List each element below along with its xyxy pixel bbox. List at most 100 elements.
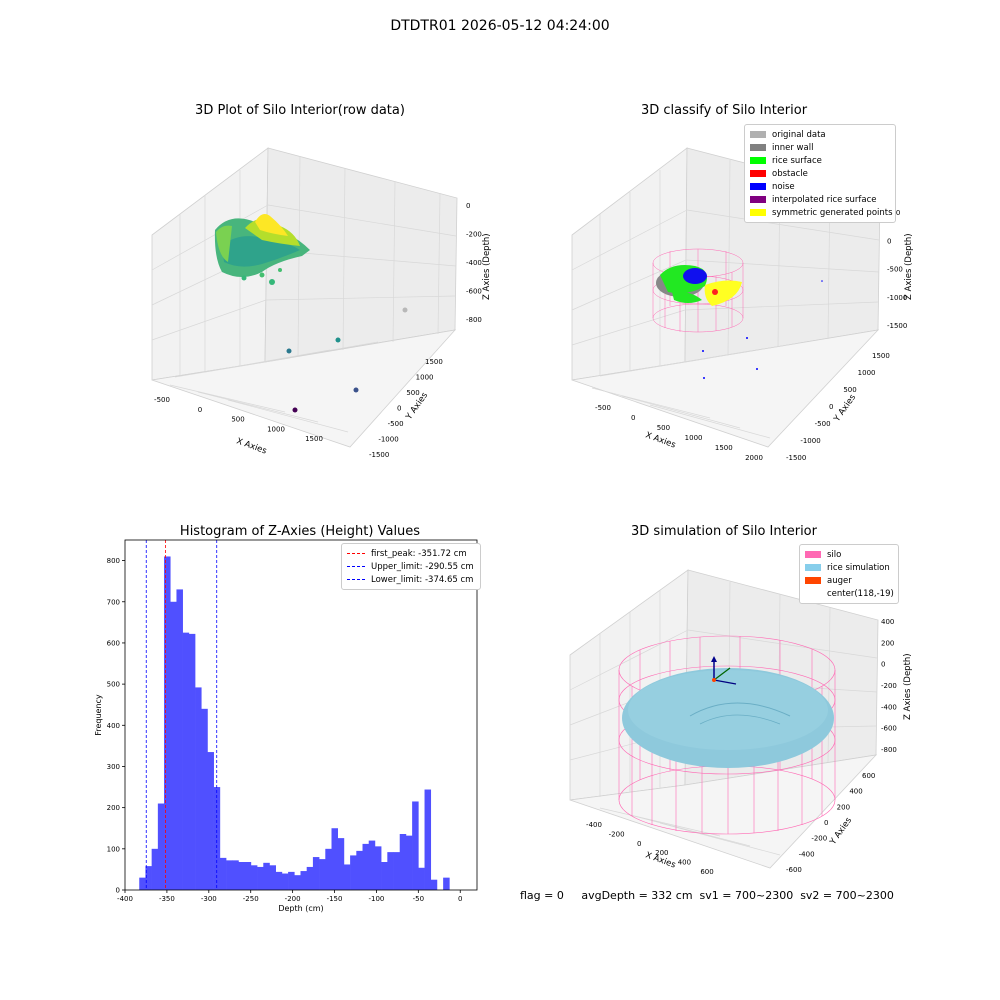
histogram-x-tick: -400 (117, 895, 133, 903)
classify-x-tick: 1500 (715, 444, 733, 452)
histogram-y-tick: 700 (107, 598, 120, 606)
classify-y-tick: -1500 (786, 454, 806, 462)
histogram-bar (443, 877, 450, 890)
histogram-bar (238, 862, 245, 890)
legend-entry: center(118,-19) (805, 587, 894, 600)
histogram-bar (337, 838, 345, 890)
raw-point-cloud (214, 214, 408, 413)
histogram-bar (387, 852, 394, 890)
raw-x-tick: 1000 (267, 425, 285, 433)
histogram-bar (294, 875, 301, 890)
legend-label: first_peak: -351.72 cm (371, 548, 467, 559)
raw-z-tick: -600 (466, 288, 482, 296)
histogram-x-label: Depth (cm) (278, 904, 323, 913)
legend-label: Upper_limit: -290.55 cm (371, 561, 474, 572)
histogram-y-tick: 100 (107, 845, 120, 853)
simulation-z-tick: 0 (881, 661, 885, 669)
histogram-bar (232, 860, 239, 890)
histogram-bar (306, 866, 314, 890)
histogram-bar (362, 843, 370, 890)
legend-entry: first_peak: -351.72 cm (347, 547, 475, 560)
histogram-bar (312, 857, 320, 890)
histogram-frame (124, 539, 478, 891)
histogram-legend: first_peak: -351.72 cm Upper_limit: -290.… (341, 543, 481, 590)
classify-x-tick: 500 (657, 424, 670, 432)
simulation-z-tick: -600 (881, 725, 897, 733)
histogram-y-tick: 400 (107, 722, 120, 730)
histogram-bar (188, 633, 196, 890)
legend-label: center(118,-19) (827, 588, 894, 599)
classify-y-tick: -1000 (800, 437, 820, 445)
legend-swatch (805, 590, 821, 597)
raw-x-tick: -500 (154, 396, 170, 404)
histogram-bar (368, 840, 376, 890)
simulation-z-axis-label: Z Axies (Depth) (903, 653, 913, 720)
histogram-bar (244, 862, 252, 890)
classify-legend: original data inner wall rice surface obsta… (744, 124, 896, 223)
histogram-bar (325, 848, 332, 890)
simulation-z-tick: 200 (881, 639, 894, 647)
classify-z-tick: -1000 (887, 294, 907, 302)
histogram-bar (424, 789, 432, 890)
raw-z-tick: -200 (466, 231, 482, 239)
legend-swatch (750, 209, 766, 216)
simulation-z-tick: -800 (881, 746, 897, 754)
legend-swatch (805, 551, 821, 558)
classify-y-axis-label: Y Axies (832, 392, 859, 424)
classify-point-cloud (652, 248, 823, 379)
histogram-bar (331, 828, 339, 890)
histogram-x-tick: -150 (327, 895, 343, 903)
legend-label: silo (827, 549, 842, 560)
auger-marker (711, 656, 737, 685)
histogram-bar (430, 879, 438, 890)
histogram-bar (393, 852, 401, 890)
histogram-bar (269, 865, 276, 890)
histogram-x-tick: 0 (458, 895, 462, 903)
raw-x-axis-label: X Axies (235, 436, 268, 456)
classify-plot-title: 3D classify of Silo Interior (640, 103, 808, 118)
histogram-bar (164, 556, 171, 890)
simulation-x-tick: -200 (609, 830, 625, 838)
raw-z-axis-label: Z Axies (Depth) (482, 233, 492, 300)
simulation-y-tick: -200 (811, 835, 827, 843)
classify-y-tick: 1500 (872, 352, 890, 360)
raw-y-tick: 500 (406, 389, 419, 397)
legend-label: rice surface (772, 155, 822, 166)
raw-3d-plot: -500 0 500 1000 1500 -1500 -1000 -500 0 500 1000 15… (151, 147, 492, 459)
histogram-bar (213, 787, 221, 890)
legend-label: noise (772, 181, 795, 192)
histogram-y-tick: 800 (107, 557, 120, 565)
histogram-bar (412, 801, 419, 890)
histogram-x-tick: -350 (159, 895, 175, 903)
legend-entry: symmetric generated points (750, 206, 893, 219)
histogram-bar (151, 848, 159, 890)
legend-entry: obstacle (750, 167, 890, 180)
simulation-y-tick: 0 (824, 819, 828, 827)
status-footer: flag = 0 avgDepth = 332 cm sv1 = 700~230… (520, 889, 894, 902)
histogram-bar (257, 866, 264, 890)
histogram-y-tick: 600 (107, 639, 120, 647)
raw-y-tick: 1000 (416, 374, 434, 382)
legend-swatch (750, 196, 766, 203)
raw-y-tick: 1500 (425, 358, 443, 366)
legend-entry: noise (750, 180, 890, 193)
legend-swatch (347, 579, 365, 580)
histogram-bar (343, 864, 351, 890)
histogram-bar (250, 865, 258, 890)
legend-swatch (750, 144, 766, 151)
simulation-z-tick: -400 (881, 703, 897, 711)
raw-y-tick: -500 (388, 420, 404, 428)
legend-swatch (750, 183, 766, 190)
simulation-x-tick: -400 (586, 821, 602, 829)
simulation-legend: silo rice simulation auger center(118,-19) (799, 544, 899, 604)
histogram-bar (300, 871, 307, 890)
raw-z-tick: 0 (466, 202, 470, 210)
classify-x-tick: 1000 (685, 434, 703, 442)
classify-z-tick: 0 (887, 237, 891, 245)
histogram-bar (139, 877, 146, 890)
simulation-y-tick: 400 (849, 788, 862, 796)
simulation-z-tick: -200 (881, 682, 897, 690)
histogram-bar (207, 752, 214, 890)
classify-x-axis-label: X Axies (644, 430, 677, 450)
